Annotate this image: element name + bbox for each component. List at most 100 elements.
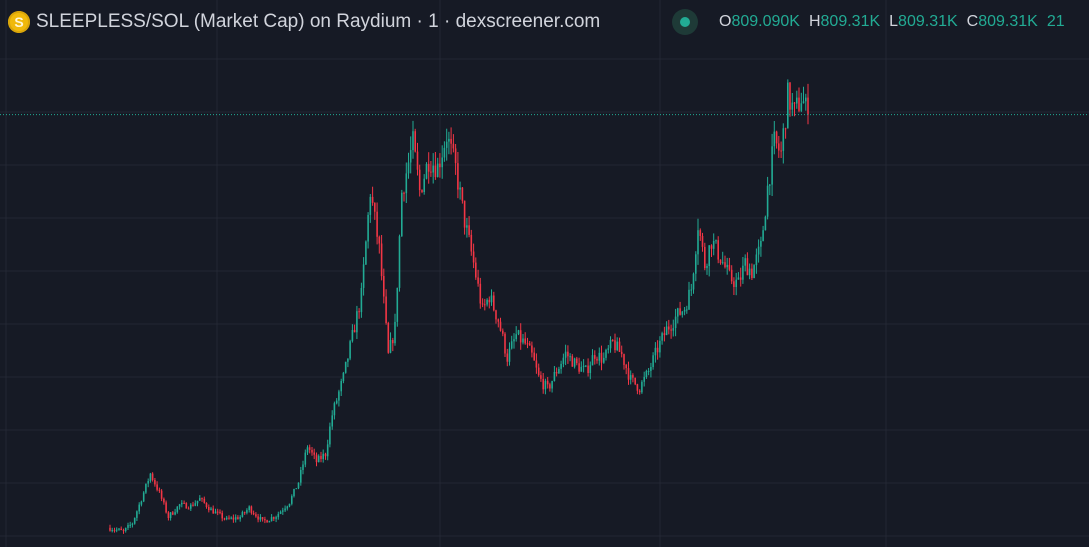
candle-down xyxy=(540,375,542,379)
candle-down xyxy=(542,378,544,390)
candle-up xyxy=(553,372,556,381)
candle-down xyxy=(611,339,614,341)
candle-up xyxy=(293,489,295,497)
candle-up xyxy=(304,452,307,465)
candle-down xyxy=(600,352,603,363)
candle-up xyxy=(147,481,149,484)
candle-up xyxy=(326,444,329,457)
candle-up xyxy=(712,241,715,249)
candle-up xyxy=(362,264,365,288)
candle-up xyxy=(306,447,309,453)
token-logo-icon: S xyxy=(8,11,30,33)
candle-up xyxy=(270,517,273,521)
change-value: 21 xyxy=(1046,13,1065,30)
candle-up xyxy=(466,225,468,228)
candle-down xyxy=(632,375,634,378)
candle-up xyxy=(432,165,434,173)
market-status-icon[interactable] xyxy=(672,9,698,35)
candle-down xyxy=(376,211,378,237)
candle-down xyxy=(208,507,210,511)
candle-down xyxy=(710,245,713,249)
candle-up xyxy=(129,524,131,526)
candle-down xyxy=(656,347,659,353)
candle-up xyxy=(748,268,751,276)
candle-down xyxy=(477,277,479,284)
candle-down xyxy=(531,345,533,353)
candle-down xyxy=(403,192,405,194)
candle-up xyxy=(771,146,773,185)
candle-up xyxy=(591,355,594,366)
candle-down xyxy=(475,262,477,278)
candle-up xyxy=(605,349,607,358)
candle-up xyxy=(665,326,668,336)
candle-up xyxy=(802,101,805,104)
candle-down xyxy=(780,150,782,152)
candle-down xyxy=(172,512,174,515)
candle-up xyxy=(401,192,403,237)
candle-down xyxy=(151,473,154,480)
candle-up xyxy=(443,147,446,158)
candle-up xyxy=(225,517,228,520)
candle-down xyxy=(313,452,315,455)
candle-up xyxy=(239,517,241,520)
candle-up xyxy=(322,453,324,459)
candle-down xyxy=(308,447,311,450)
candle-up xyxy=(145,483,147,493)
candle-up xyxy=(331,415,333,427)
candle-up xyxy=(412,131,414,151)
candle-up xyxy=(672,328,675,331)
candle-up xyxy=(295,488,298,490)
candle-down xyxy=(576,358,578,364)
candle-up xyxy=(230,517,232,519)
candle-down xyxy=(497,319,500,322)
candle-up xyxy=(726,264,728,268)
candle-down xyxy=(746,258,749,276)
candle-down xyxy=(374,202,376,212)
candle-down xyxy=(798,97,800,111)
candle-down xyxy=(154,480,156,485)
candle-up xyxy=(124,527,127,531)
candle-down xyxy=(537,367,540,376)
candle-down xyxy=(638,390,641,393)
candle-down xyxy=(472,251,475,263)
candle-down xyxy=(261,517,264,520)
candle-up xyxy=(138,504,140,512)
candle-up xyxy=(127,525,129,528)
candle-down xyxy=(315,454,318,463)
candle-up xyxy=(744,258,746,266)
candle-down xyxy=(751,268,753,278)
candle-up xyxy=(329,426,331,445)
candle-down xyxy=(192,504,194,506)
candle-up xyxy=(686,309,688,311)
candle-up xyxy=(508,348,511,362)
candle-up xyxy=(340,381,342,392)
candle-down xyxy=(183,502,185,504)
candle-down xyxy=(699,230,702,236)
candle-down xyxy=(421,190,423,192)
candle-up xyxy=(342,372,345,382)
candle-down xyxy=(596,358,598,361)
candle-down xyxy=(663,333,666,336)
candle-up xyxy=(791,102,794,110)
candle-down xyxy=(775,131,778,144)
candle-up xyxy=(268,521,271,523)
candle-up xyxy=(284,508,286,511)
candle-up xyxy=(562,357,565,364)
candle-up xyxy=(674,316,677,328)
candle-up xyxy=(697,230,699,255)
candle-up xyxy=(115,529,118,531)
candle-up xyxy=(721,262,724,264)
candle-down xyxy=(468,225,470,235)
candle-up xyxy=(573,358,576,367)
candle-up xyxy=(286,506,289,509)
candle-up xyxy=(706,266,708,269)
candle-up xyxy=(742,265,744,280)
candle-up xyxy=(681,311,684,315)
candle-down xyxy=(793,102,796,104)
candle-down xyxy=(223,518,226,520)
candlestick-series xyxy=(109,79,809,534)
candle-down xyxy=(216,511,219,513)
candle-up xyxy=(142,492,145,502)
